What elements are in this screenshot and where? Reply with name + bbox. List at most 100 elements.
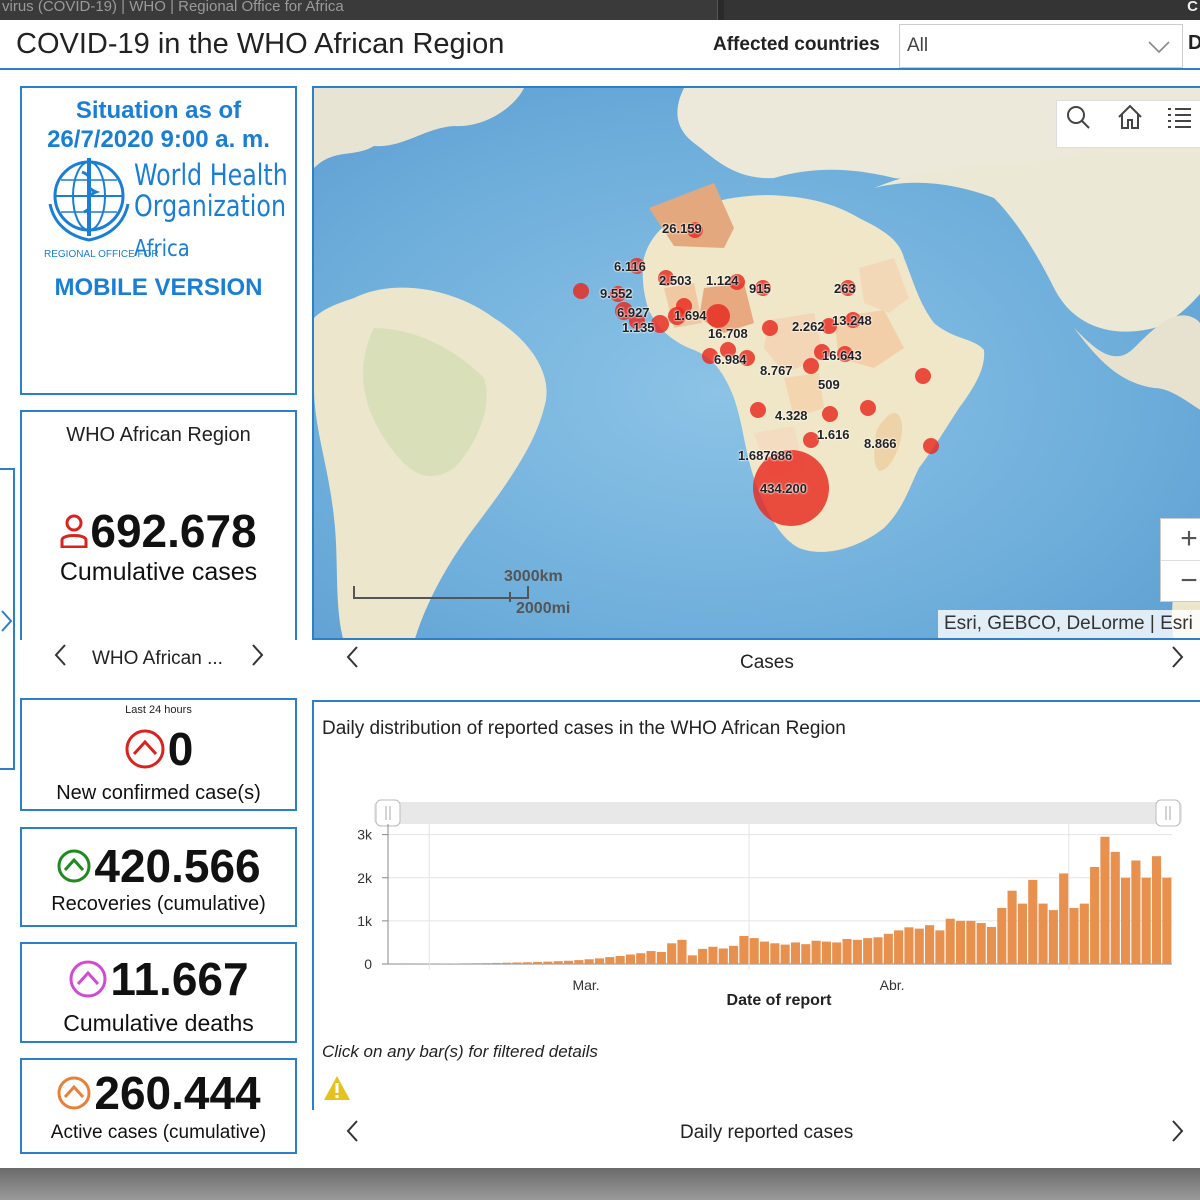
range-handle-left[interactable] xyxy=(375,799,401,827)
chart-bar[interactable] xyxy=(574,960,584,964)
chart-bar[interactable] xyxy=(636,953,646,964)
map-bubble[interactable] xyxy=(658,270,674,286)
chart-bar[interactable] xyxy=(718,948,728,964)
map-bubble[interactable] xyxy=(629,258,645,274)
chart-bar[interactable] xyxy=(1038,903,1048,964)
map-bubble[interactable] xyxy=(822,406,838,422)
map-bubble[interactable] xyxy=(676,298,692,314)
chart-bar[interactable] xyxy=(1110,851,1120,964)
chart-bar[interactable] xyxy=(759,941,770,964)
range-handle-right[interactable] xyxy=(1155,799,1181,827)
map-bubble[interactable] xyxy=(814,344,830,360)
zoom-out-button[interactable]: − xyxy=(1180,564,1198,597)
chart-bar[interactable] xyxy=(1151,856,1162,964)
chart-bar[interactable] xyxy=(491,962,501,964)
map-bubble[interactable] xyxy=(629,313,645,329)
daily-cases-chart[interactable]: 0 1k 2k 3k Mar. Abr. xyxy=(314,760,1200,1010)
chevron-right-icon[interactable] xyxy=(1172,646,1184,668)
chart-bar[interactable] xyxy=(801,944,811,964)
map-bubble[interactable] xyxy=(573,283,589,299)
map-bubble[interactable] xyxy=(762,320,778,336)
chart-bar[interactable] xyxy=(543,961,553,964)
chart-bar[interactable] xyxy=(749,938,759,964)
map-bubble[interactable] xyxy=(923,438,939,454)
chevron-right-icon[interactable] xyxy=(252,644,264,666)
chart-bar[interactable] xyxy=(1121,877,1131,964)
chart-bar[interactable] xyxy=(955,920,966,964)
map-bubble[interactable] xyxy=(687,222,703,238)
chart-bar[interactable] xyxy=(863,938,873,964)
chart-bar[interactable] xyxy=(584,959,594,964)
chart-bar[interactable] xyxy=(811,940,821,964)
chart-range-slider[interactable] xyxy=(374,802,1182,824)
chevron-left-icon[interactable] xyxy=(346,646,358,668)
chart-bar[interactable] xyxy=(966,920,976,964)
chart-bar[interactable] xyxy=(1007,890,1017,964)
chevron-right-icon[interactable] xyxy=(1,610,13,632)
chevron-left-icon[interactable] xyxy=(346,1120,358,1142)
map-bubble[interactable] xyxy=(845,312,861,328)
chart-bar[interactable] xyxy=(594,958,605,964)
chart-bar[interactable] xyxy=(481,963,491,964)
chart-bar[interactable] xyxy=(656,951,666,964)
chart-bar[interactable] xyxy=(553,961,563,964)
chart-bar[interactable] xyxy=(1090,866,1100,964)
chart-bar[interactable] xyxy=(667,943,677,964)
chart-bar[interactable] xyxy=(925,925,935,964)
chart-bar[interactable] xyxy=(471,963,481,964)
chart-bar[interactable] xyxy=(935,930,945,964)
map-bubble[interactable] xyxy=(729,274,745,290)
chart-bar[interactable] xyxy=(976,923,986,964)
chart-bar[interactable] xyxy=(780,944,790,964)
chart-bar[interactable] xyxy=(894,930,904,964)
browser-tab-second[interactable]: C xyxy=(724,0,1200,20)
zoom-in-button[interactable]: + xyxy=(1161,519,1200,561)
chart-bar[interactable] xyxy=(852,939,862,964)
chart-bar[interactable] xyxy=(1162,877,1172,964)
map-bubble[interactable] xyxy=(720,342,736,358)
chart-bar[interactable] xyxy=(1017,903,1027,964)
chart-bar[interactable] xyxy=(533,961,543,964)
chart-bar[interactable] xyxy=(563,960,574,964)
chart-bar[interactable] xyxy=(677,939,687,964)
chart-bar[interactable] xyxy=(1059,873,1069,964)
chart-bar[interactable] xyxy=(615,956,625,964)
map-bubble[interactable] xyxy=(915,368,931,384)
chart-bar[interactable] xyxy=(770,943,780,964)
chart-bar[interactable] xyxy=(605,957,615,964)
map-bubble[interactable] xyxy=(706,304,730,328)
affected-countries-select[interactable]: All xyxy=(899,24,1183,68)
map-bubble[interactable] xyxy=(803,358,819,374)
map-bubble[interactable] xyxy=(739,350,755,366)
chart-bar[interactable] xyxy=(1079,903,1089,964)
chart-bar[interactable] xyxy=(873,937,883,964)
chart-bar[interactable] xyxy=(1048,910,1058,964)
chart-bar[interactable] xyxy=(883,933,893,964)
chart-bar[interactable] xyxy=(1069,907,1079,964)
map-bubble-large[interactable] xyxy=(753,450,829,526)
map-bubble[interactable] xyxy=(840,280,856,296)
chart-bar[interactable] xyxy=(904,927,914,964)
list-icon[interactable] xyxy=(1163,101,1197,133)
chart-bar[interactable] xyxy=(522,962,532,964)
chart-bar[interactable] xyxy=(708,946,718,964)
chart-bar[interactable] xyxy=(460,963,470,964)
chart-bar[interactable] xyxy=(842,938,852,964)
map-bubble[interactable] xyxy=(755,280,771,296)
map-bubble[interactable] xyxy=(702,348,718,364)
map-bubble[interactable] xyxy=(860,400,876,416)
chart-bar[interactable] xyxy=(1141,877,1151,964)
browser-tab-active[interactable]: virus (COVID-19) | WHO | Regional Office… xyxy=(0,0,718,20)
home-icon[interactable] xyxy=(1113,101,1147,133)
chart-bar[interactable] xyxy=(914,928,924,964)
chart-bar[interactable] xyxy=(698,948,708,964)
map-bubble[interactable] xyxy=(651,315,669,333)
map-bubble[interactable] xyxy=(610,286,626,302)
cases-map[interactable]: 26.159 6.116 2.503 1.124 915 263 9.552 6… xyxy=(312,86,1200,640)
chart-bar[interactable] xyxy=(687,955,697,964)
chart-bar[interactable] xyxy=(997,907,1007,964)
side-drawer-tab[interactable] xyxy=(0,468,15,770)
map-bubble[interactable] xyxy=(803,432,819,448)
map-bubble[interactable] xyxy=(615,302,633,320)
chart-bar[interactable] xyxy=(646,951,656,964)
